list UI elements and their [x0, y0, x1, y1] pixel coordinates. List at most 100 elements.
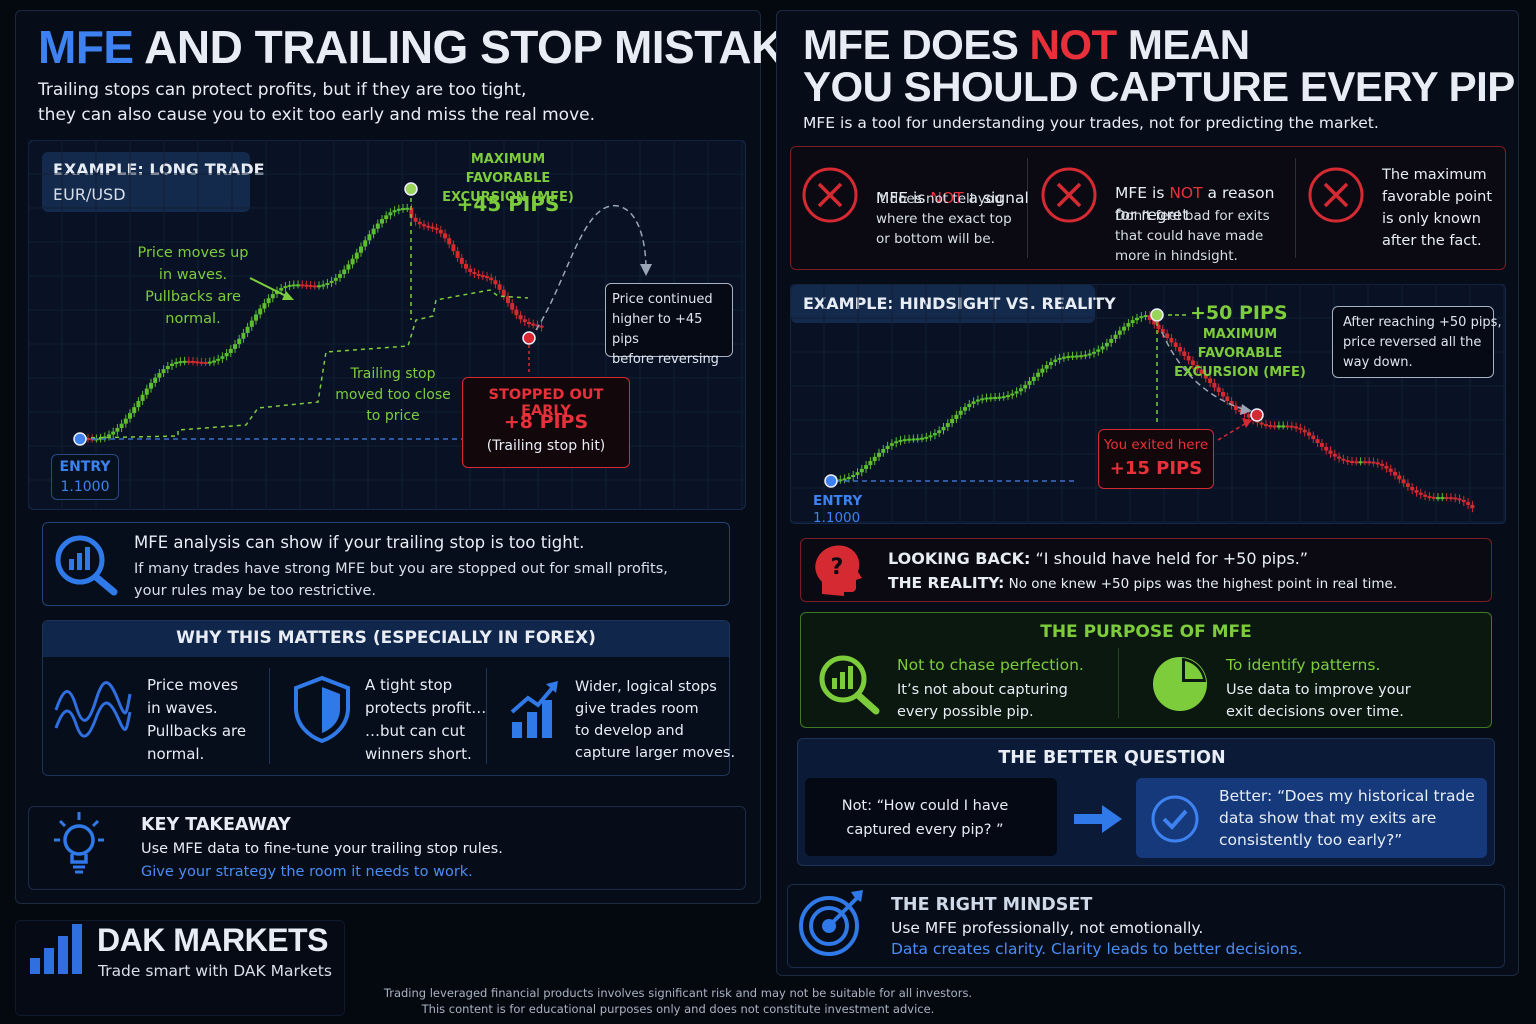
candle — [1225, 396, 1230, 401]
magnifier-chart-icon — [819, 655, 880, 715]
candle — [342, 269, 347, 275]
candle — [380, 219, 384, 224]
lightbulb-icon — [54, 812, 104, 874]
candle — [405, 207, 410, 210]
candle — [249, 320, 254, 327]
candle — [367, 234, 372, 241]
right-after-box — [1332, 306, 1494, 378]
arrowhead — [1242, 418, 1252, 428]
candle — [531, 323, 536, 326]
candle — [1057, 357, 1062, 360]
candle — [535, 324, 540, 327]
candle — [1268, 425, 1273, 428]
candle — [409, 207, 414, 218]
candle — [317, 285, 321, 288]
not-1-title: MFE is NOT a signal — [876, 165, 1029, 209]
candle — [228, 348, 233, 353]
arrowhead — [1240, 404, 1252, 415]
candle — [1143, 315, 1148, 318]
candle — [1427, 496, 1432, 499]
x-circle-icon — [1308, 167, 1364, 223]
candle — [216, 358, 221, 361]
candle — [1448, 497, 1453, 500]
candle — [1238, 410, 1243, 412]
candle — [1358, 461, 1363, 464]
x-circle-icon — [1041, 167, 1097, 223]
candle — [1036, 372, 1041, 377]
right-exited-box — [1098, 429, 1214, 489]
candle — [539, 325, 544, 328]
candle — [920, 437, 924, 440]
disclaimer-line1: Trading leveraged financial products inv… — [383, 986, 973, 1000]
candle — [1444, 497, 1449, 500]
candle — [140, 394, 145, 401]
why-item-1-text: Price moves in waves. Pullbacks are norm… — [147, 676, 247, 763]
candle — [1100, 346, 1105, 350]
candle — [149, 382, 153, 389]
candle — [1410, 486, 1415, 491]
candle — [325, 283, 330, 286]
better-question-heading: THE BETTER QUESTION — [998, 748, 1226, 768]
arrowhead — [640, 264, 652, 276]
candle — [997, 396, 1002, 399]
reality-value: No one knew +50 pips was the highest poi… — [1004, 576, 1398, 592]
candle — [958, 410, 963, 415]
candle — [527, 322, 531, 325]
candle — [422, 224, 426, 227]
candle — [1436, 497, 1440, 500]
candle — [932, 433, 937, 436]
candle — [279, 287, 284, 291]
looking-back-box — [800, 538, 1492, 602]
candle — [262, 303, 267, 309]
looking-back-value: “I should have held for +50 pips.” — [1030, 549, 1309, 568]
candle — [1294, 426, 1299, 429]
candle — [1418, 492, 1423, 495]
candle — [329, 280, 334, 284]
candle — [300, 284, 305, 287]
x-circle-icon — [802, 167, 858, 223]
candle — [1160, 329, 1165, 334]
purpose-box — [800, 612, 1492, 728]
candle — [975, 399, 980, 402]
left-stopped-value: +8 PIPS — [503, 411, 589, 433]
candle — [1264, 424, 1268, 427]
candle — [199, 361, 204, 364]
candle — [1298, 427, 1303, 430]
candle — [980, 398, 985, 401]
candle — [350, 258, 355, 265]
candle — [346, 264, 351, 270]
candle — [851, 474, 856, 478]
candle — [1074, 355, 1079, 358]
candle — [1276, 425, 1281, 428]
candle — [1199, 369, 1204, 374]
candle — [388, 212, 393, 216]
purpose-heading: THE PURPOSE OF MFE — [1040, 622, 1252, 642]
purpose-a-title: Not to chase perfection. — [897, 656, 1084, 674]
mfe-point — [1150, 308, 1164, 322]
right-entry-price: 1.1000 — [813, 510, 861, 526]
candle — [1431, 496, 1436, 499]
purpose-b-body: Use data to improve your exit decisions … — [1226, 682, 1411, 720]
right-example-box — [791, 285, 1095, 323]
right-title-not: NOT — [1029, 21, 1118, 68]
candle — [1212, 383, 1217, 388]
right-subtitle: MFE is a tool for understanding your tra… — [803, 114, 1379, 132]
candle — [480, 275, 485, 278]
candle — [283, 286, 288, 289]
candle — [522, 319, 527, 323]
candle — [963, 407, 967, 411]
candle — [485, 276, 489, 279]
purpose-a-body: It’s not about capturing every possible … — [897, 682, 1068, 720]
candle — [312, 285, 317, 288]
candle — [1096, 349, 1101, 352]
candle — [1388, 468, 1393, 472]
candle — [945, 423, 950, 427]
candle — [1246, 414, 1251, 418]
candle — [1414, 490, 1419, 493]
candle — [967, 403, 972, 408]
candle — [1169, 338, 1174, 343]
candle — [1367, 461, 1372, 464]
candle — [1031, 376, 1036, 381]
candle — [476, 274, 481, 277]
candle — [1006, 395, 1010, 398]
